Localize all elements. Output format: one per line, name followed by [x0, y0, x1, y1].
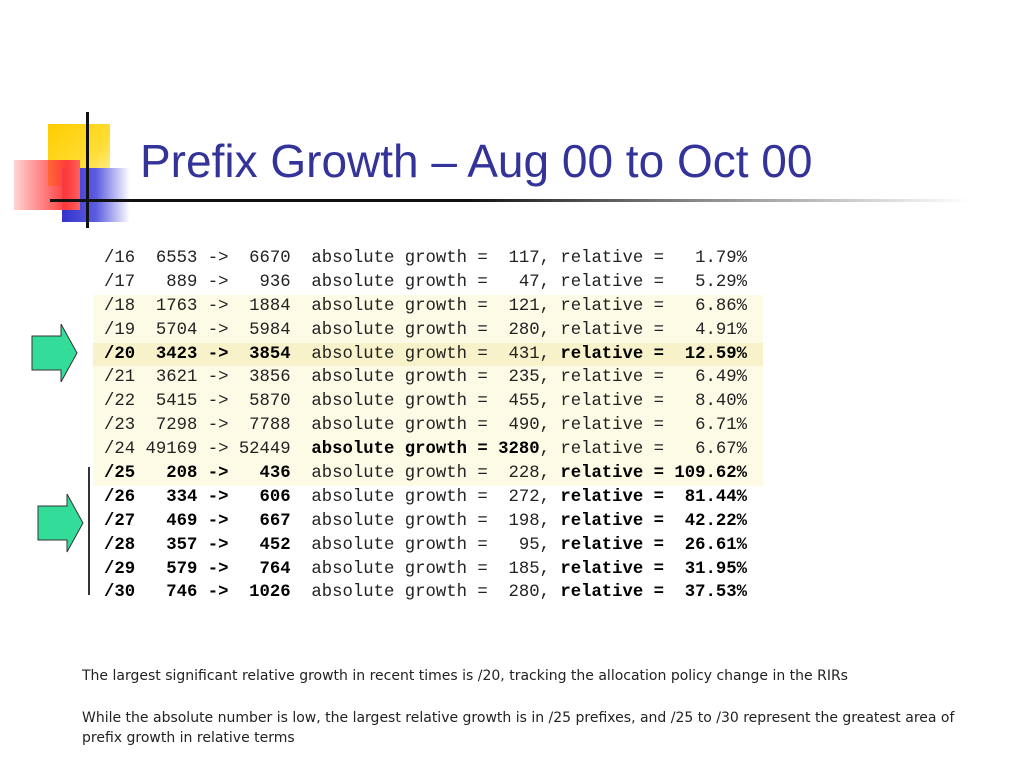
- prefix-range-cell: /30 746 -> 1026: [104, 583, 291, 603]
- table-row: /24 49169 -> 52449 absolute growth = 328…: [93, 438, 763, 463]
- absolute-growth-cell: absolute growth = 431: [311, 344, 540, 364]
- prefix-range-cell: /28 357 -> 452: [104, 535, 291, 555]
- prefix-range-cell: /25 208 -> 436: [104, 464, 291, 484]
- relative-growth-cell: relative = 42.22%: [560, 511, 747, 531]
- absolute-growth-cell: absolute growth = 198: [311, 511, 540, 531]
- absolute-growth-cell: absolute growth = 280: [311, 583, 540, 603]
- prefix-range-cell: /23 7298 -> 7788: [104, 416, 291, 436]
- relative-growth-cell: relative = 81.44%: [560, 487, 747, 507]
- arrow-right-icon: [31, 323, 78, 383]
- relative-growth-cell: relative = 31.95%: [560, 559, 747, 579]
- table-row: /19 5704 -> 5984 absolute growth = 280, …: [93, 318, 763, 343]
- relative-growth-cell: relative = 6.49%: [560, 368, 747, 388]
- absolute-growth-cell: absolute growth = 490: [311, 416, 540, 436]
- prefix-range-cell: /20 3423 -> 3854: [104, 344, 291, 364]
- bracket-line: [88, 467, 90, 595]
- prefix-range-cell: /22 5415 -> 5870: [104, 392, 291, 412]
- absolute-growth-cell: absolute growth = 117: [311, 249, 540, 268]
- relative-growth-cell: relative = 4.91%: [560, 320, 747, 340]
- table-row: /27 469 -> 667 absolute growth = 198, re…: [104, 511, 747, 531]
- absolute-growth-cell: absolute growth = 235: [311, 368, 540, 388]
- absolute-growth-cell: absolute growth = 272: [311, 487, 540, 507]
- prefix-range-cell: /18 1763 -> 1884: [104, 296, 291, 316]
- table-row: /28 357 -> 452 absolute growth = 95, rel…: [104, 535, 747, 555]
- prefix-range-cell: /26 334 -> 606: [104, 487, 291, 507]
- note-text: While the absolute number is low, the la…: [82, 710, 955, 746]
- relative-growth-cell: relative = 26.61%: [560, 535, 747, 555]
- decorative-vertical-line: [86, 112, 89, 228]
- table-row: /16 6553 -> 6670 absolute growth = 117, …: [104, 249, 747, 268]
- absolute-growth-cell: absolute growth = 228: [311, 464, 540, 484]
- absolute-growth-cell: absolute growth = 185: [311, 559, 540, 579]
- relative-growth-cell: relative = 12.59%: [560, 344, 747, 364]
- relative-growth-cell: relative = 5.29%: [560, 272, 747, 292]
- table-row: /22 5415 -> 5870 absolute growth = 455, …: [93, 390, 763, 415]
- table-row: /18 1763 -> 1884 absolute growth = 121, …: [93, 294, 763, 319]
- absolute-growth-cell: absolute growth = 121: [311, 296, 540, 316]
- prefix-range-cell: /29 579 -> 764: [104, 559, 291, 579]
- note-text: The largest significant relative growth …: [82, 668, 848, 684]
- table-row: /17 889 -> 936 absolute growth = 47, rel…: [104, 272, 747, 292]
- prefix-range-cell: /17 889 -> 936: [104, 272, 291, 292]
- absolute-growth-cell: absolute growth = 280: [311, 320, 540, 340]
- arrow-right-icon: [37, 493, 84, 553]
- prefix-range-cell: /27 469 -> 667: [104, 511, 291, 531]
- table-row: /26 334 -> 606 absolute growth = 272, re…: [104, 487, 747, 507]
- relative-growth-cell: relative = 6.86%: [560, 296, 747, 316]
- table-row: /21 3621 -> 3856 absolute growth = 235, …: [93, 366, 763, 391]
- prefix-range-cell: /19 5704 -> 5984: [104, 320, 291, 340]
- table-row: /25 208 -> 436 absolute growth = 228, re…: [93, 462, 763, 486]
- relative-growth-cell: relative = 6.71%: [560, 416, 747, 436]
- table-row: /29 579 -> 764 absolute growth = 185, re…: [104, 559, 747, 579]
- decorative-red-square: [14, 160, 80, 210]
- relative-growth-cell: relative = 8.40%: [560, 392, 747, 412]
- absolute-growth-cell: absolute growth = 455: [311, 392, 540, 412]
- relative-growth-cell: relative = 1.79%: [560, 249, 747, 268]
- title-underline: [50, 199, 970, 202]
- relative-growth-cell: relative = 6.67%: [560, 440, 747, 460]
- absolute-growth-cell: absolute growth = 47: [311, 272, 540, 292]
- prefix-range-cell: /16 6553 -> 6670: [104, 249, 291, 268]
- relative-growth-cell: relative = 109.62%: [560, 464, 747, 484]
- prefix-range-cell: /21 3621 -> 3856: [104, 368, 291, 388]
- relative-growth-cell: relative = 37.53%: [560, 583, 747, 603]
- table-row: /30 746 -> 1026 absolute growth = 280, r…: [104, 583, 747, 603]
- table-row: /20 3423 -> 3854 absolute growth = 431, …: [93, 342, 763, 367]
- prefix-range-cell: /24 49169 -> 52449: [104, 440, 291, 460]
- table-row: /23 7298 -> 7788 absolute growth = 490, …: [93, 414, 763, 439]
- absolute-growth-cell: absolute growth = 95: [311, 535, 540, 555]
- prefix-growth-table: /16 6553 -> 6670 absolute growth = 117, …: [93, 247, 763, 605]
- slide-title: Prefix Growth – Aug 00 to Oct 00: [140, 135, 813, 187]
- absolute-growth-cell: absolute growth = 3280: [311, 440, 540, 460]
